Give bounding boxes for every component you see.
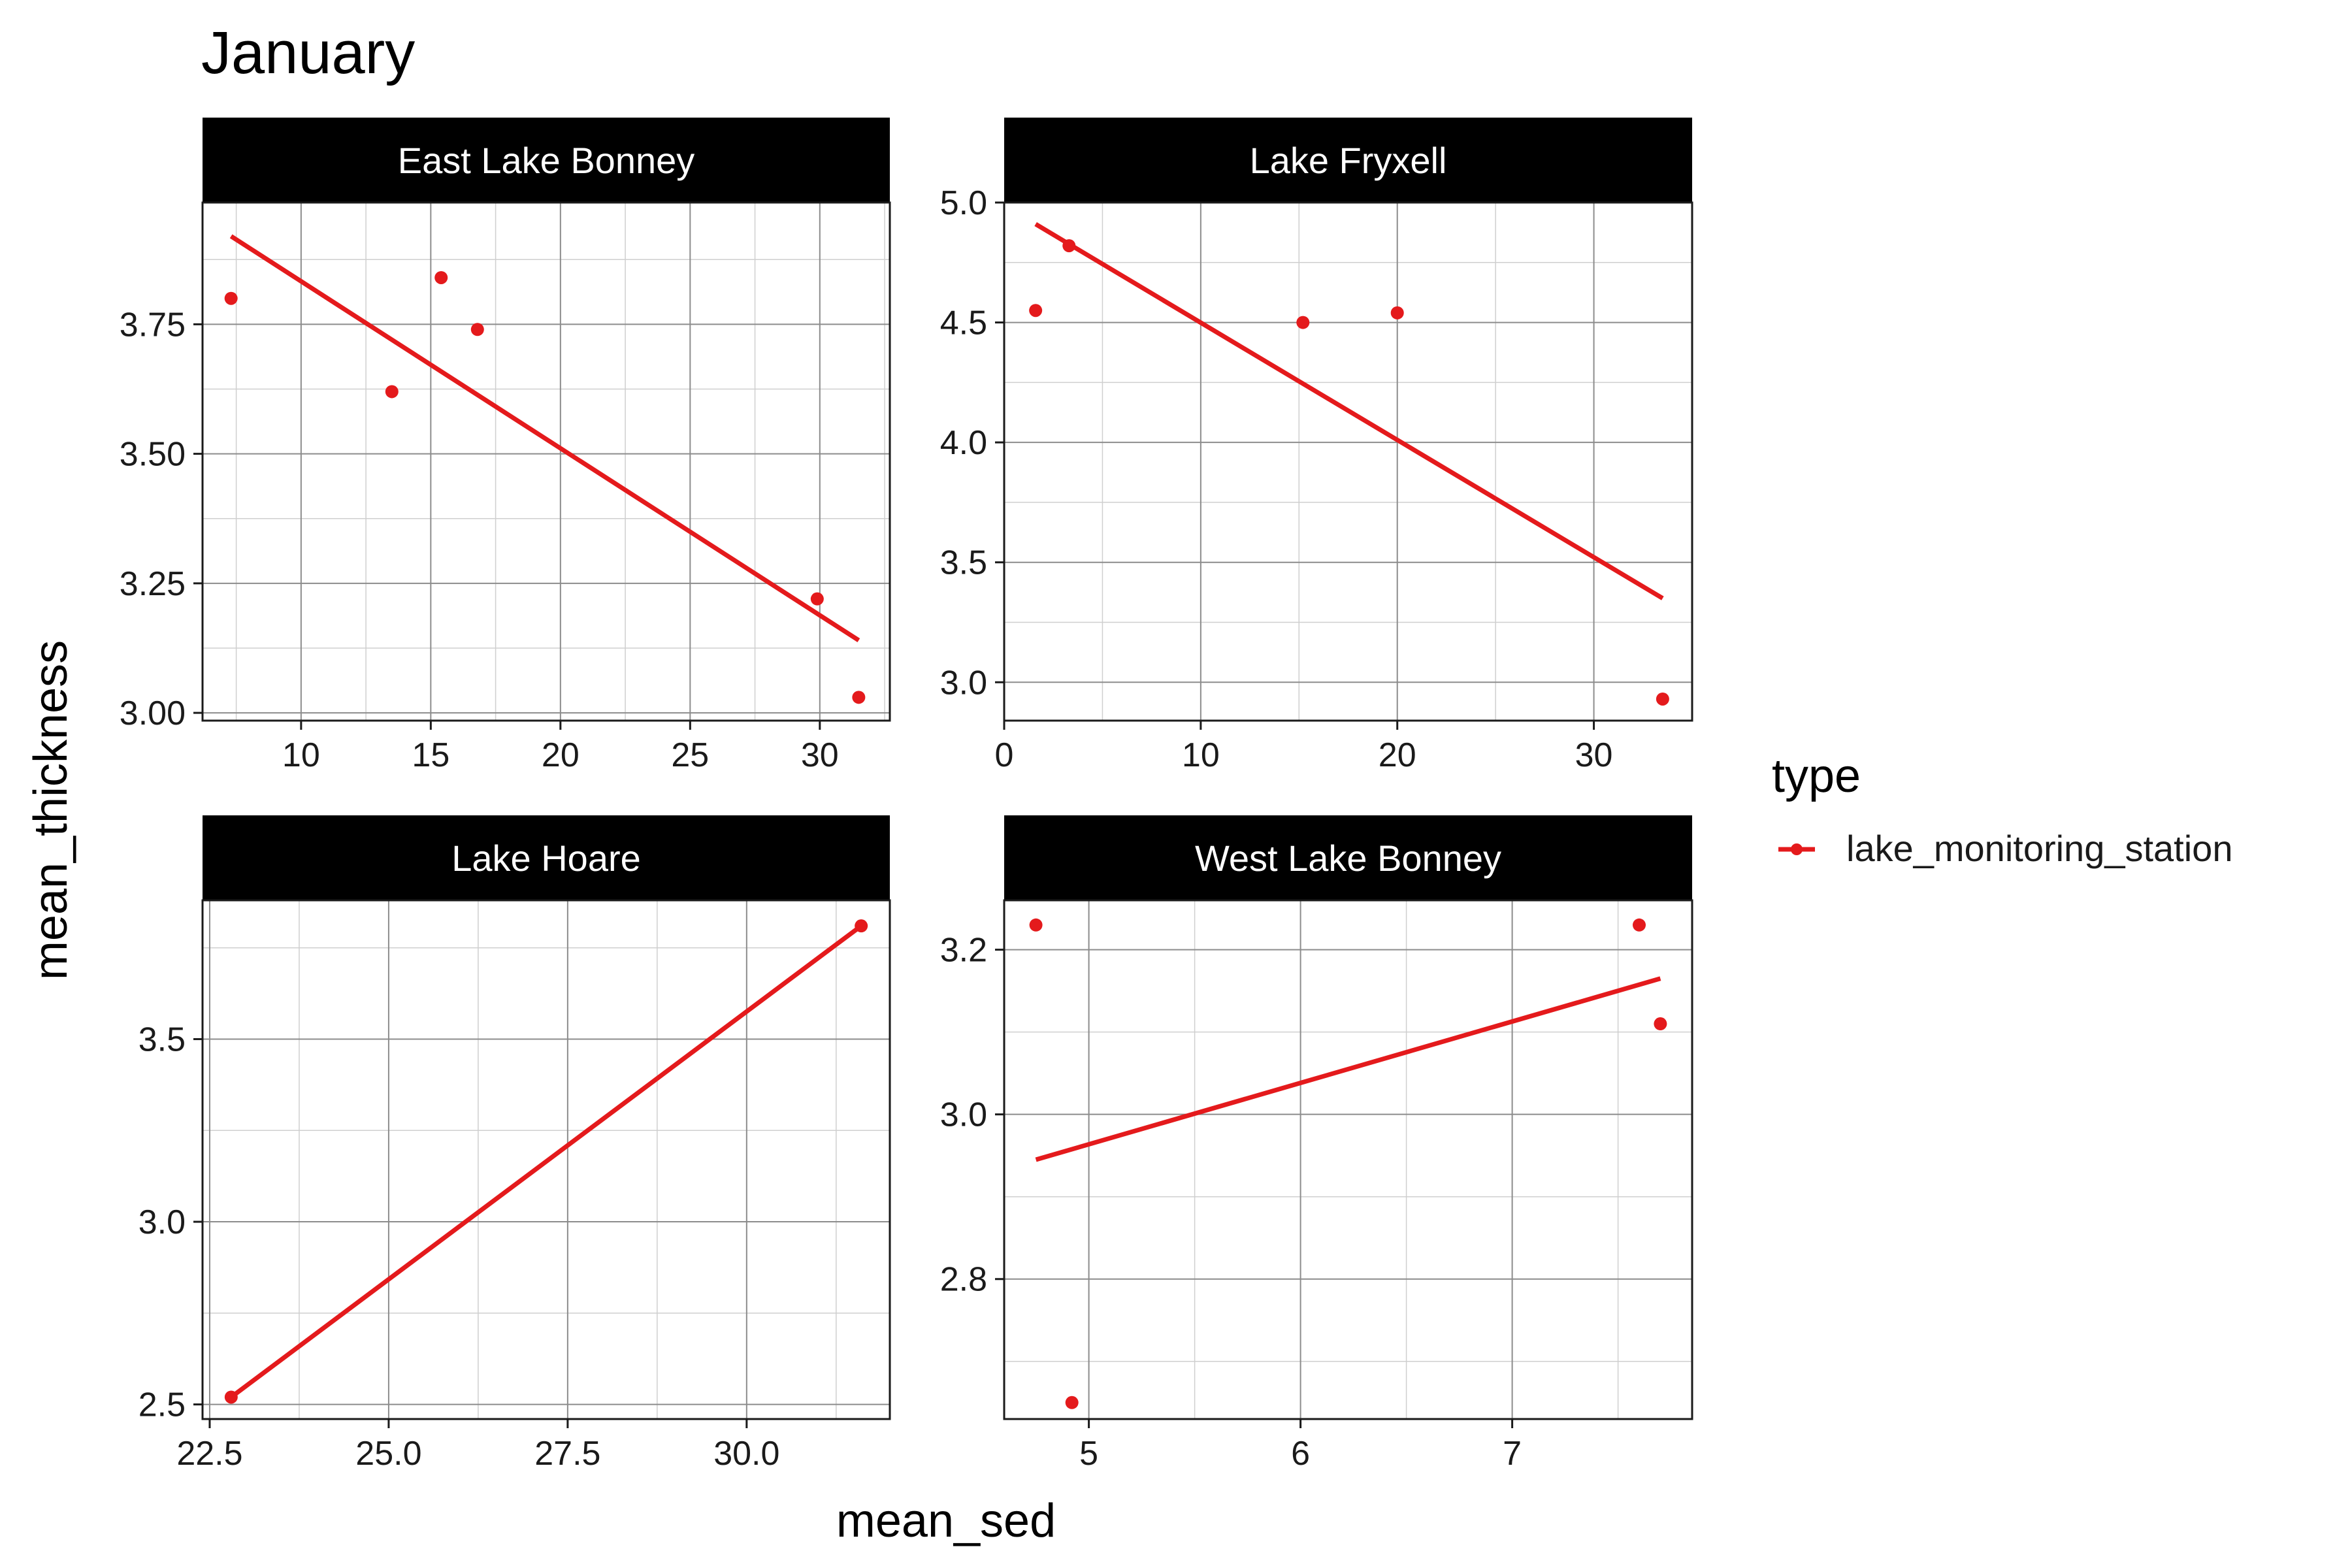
data-point [470, 323, 484, 336]
y-tick-label: 3.5 [139, 1021, 186, 1058]
facet-strip [203, 815, 890, 900]
data-point [852, 691, 866, 704]
data-point [1296, 316, 1310, 329]
x-tick-label: 0 [995, 736, 1014, 774]
y-tick-label: 3.25 [120, 565, 186, 603]
data-point [385, 385, 399, 399]
x-tick-label: 27.5 [534, 1435, 600, 1473]
fit-line [1035, 976, 1661, 1162]
facet-strip [203, 118, 890, 203]
y-tick-label: 3.50 [120, 436, 186, 474]
data-point [1656, 692, 1669, 706]
plot-area [1004, 203, 1692, 721]
x-tick-label: 20 [1379, 736, 1416, 774]
y-tick-label: 3.0 [940, 1096, 987, 1134]
x-tick-label: 25 [671, 736, 709, 774]
data-point [1029, 918, 1043, 932]
data-point [224, 291, 238, 305]
plot-area [203, 203, 890, 721]
x-tick-label: 6 [1291, 1435, 1310, 1473]
x-axis-title: mean_sed [836, 1495, 1056, 1547]
data-point [1062, 239, 1076, 253]
plot-content [1004, 203, 1692, 721]
facet-strip-label: West Lake Bonney [1195, 838, 1501, 879]
chart-title: January [201, 20, 415, 86]
data-point [1633, 918, 1646, 932]
y-tick-label: 2.8 [940, 1261, 987, 1299]
data-point [1029, 304, 1043, 318]
y-tick-label: 3.0 [139, 1203, 186, 1241]
plot-content [203, 203, 890, 721]
y-tick-label: 2.5 [139, 1386, 186, 1424]
y-tick-label: 3.5 [940, 544, 987, 582]
facet-strip [1004, 815, 1692, 900]
x-tick-label: 5 [1079, 1435, 1098, 1473]
panel-border [1003, 201, 1693, 722]
y-tick-label: 3.0 [940, 664, 987, 702]
x-tick-label: 10 [282, 736, 320, 774]
y-tick-label: 4.0 [940, 424, 987, 462]
x-tick-label: 30.0 [713, 1435, 779, 1473]
plot-content [1004, 900, 1692, 1419]
facet-strip-label: Lake Hoare [451, 838, 641, 879]
facet-panel: East Lake Bonney 10 15 20 25 30 3.00 3.25 3.50 3.… [120, 118, 891, 774]
y-tick-label: 3.75 [120, 306, 186, 344]
x-tick-label: 22.5 [176, 1435, 242, 1473]
data-point [224, 1390, 238, 1404]
x-tick-label: 30 [1575, 736, 1613, 774]
fit-line [229, 924, 863, 1399]
fit-line [1034, 222, 1664, 600]
x-tick-label: 30 [801, 736, 839, 774]
data-point [855, 919, 868, 933]
facet-panel: Lake Hoare 22.5 25.0 27.5 30.0 2.5 3.0 3.5 [139, 815, 891, 1473]
legend: type lake_monitoring_station [1772, 750, 2232, 869]
plot-area [1004, 900, 1692, 1419]
plot-content [203, 900, 890, 1419]
facet-strip-label: Lake Fryxell [1250, 140, 1447, 181]
x-tick-label: 10 [1182, 736, 1220, 774]
x-tick-label: 20 [542, 736, 580, 774]
panel-border [201, 201, 891, 722]
facet-panel: West Lake Bonney 5 6 7 2.8 3.0 3.2 [940, 815, 1693, 1473]
legend-title: type [1772, 750, 1861, 802]
x-tick-label: 15 [412, 736, 449, 774]
facet-strip-label: East Lake Bonney [398, 140, 695, 181]
data-point [434, 270, 448, 284]
facet-panel: Lake Fryxell 0 10 20 30 3.0 3.5 4.0 4.5 5.0 [940, 118, 1693, 774]
data-point [810, 592, 824, 606]
data-point [1654, 1017, 1667, 1031]
facet-strip [1004, 118, 1692, 203]
y-tick-label: 3.2 [940, 932, 987, 970]
y-axis-title: mean_thickness [25, 640, 77, 980]
fit-line [229, 234, 860, 643]
y-tick-label: 5.0 [940, 184, 987, 222]
legend-key-point [1791, 843, 1803, 855]
data-point [1065, 1396, 1079, 1409]
y-tick-label: 4.5 [940, 304, 987, 342]
legend-label: lake_monitoring_station [1846, 828, 2232, 869]
x-tick-label: 25.0 [355, 1435, 421, 1473]
data-point [1390, 306, 1404, 319]
x-tick-label: 7 [1503, 1435, 1522, 1473]
y-tick-label: 3.00 [120, 694, 186, 732]
panel-border [201, 899, 891, 1420]
panel-border [1003, 899, 1693, 1420]
